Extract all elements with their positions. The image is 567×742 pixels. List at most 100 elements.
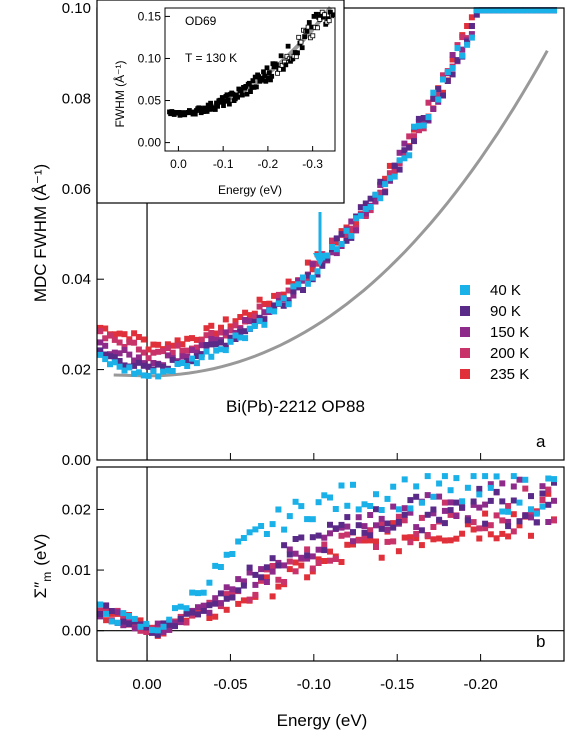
inset-data-point (295, 50, 300, 56)
data-point (435, 96, 442, 103)
data-point (348, 225, 355, 232)
data-point (401, 534, 408, 541)
inset-data-point (326, 18, 332, 24)
data-point (143, 624, 150, 631)
data-point (280, 291, 287, 298)
data-point (154, 627, 161, 634)
data-point (430, 506, 437, 513)
data-point (160, 368, 167, 375)
data-point (420, 122, 427, 129)
data-point (235, 600, 242, 607)
data-point (401, 147, 408, 154)
data-point (378, 515, 385, 522)
data-point (507, 7, 514, 14)
data-point (407, 509, 414, 516)
data-point (357, 212, 364, 219)
data-point (280, 302, 287, 309)
data-point (470, 519, 477, 526)
data-point (314, 260, 321, 267)
data-point (172, 623, 178, 630)
data-point (536, 7, 543, 14)
data-point (373, 544, 379, 550)
data-point (390, 483, 397, 490)
x-tick-label: -0.10 (297, 676, 331, 693)
data-point (391, 173, 398, 180)
data-point (499, 508, 506, 515)
data-point (263, 574, 270, 581)
data-point (551, 7, 557, 14)
data-point (510, 473, 517, 480)
panel-a-data-layer (97, 7, 557, 460)
data-point (261, 309, 268, 316)
y-tick-label: 0.02 (62, 501, 91, 518)
data-point (348, 232, 355, 239)
data-point (160, 629, 167, 635)
data-point (373, 491, 379, 498)
data-point (111, 336, 118, 343)
data-point (441, 499, 448, 506)
inset-y-axis-label: FWHM (Å⁻¹) (112, 61, 127, 128)
data-point (482, 501, 489, 508)
data-point (468, 34, 475, 41)
data-point (213, 341, 220, 348)
data-point (522, 7, 528, 14)
data-point (121, 362, 128, 369)
sigma-series-200k (97, 485, 557, 636)
data-point (126, 351, 133, 358)
data-point (174, 342, 181, 349)
data-point (353, 227, 360, 234)
data-point (459, 530, 466, 537)
data-point (516, 476, 523, 483)
data-point (304, 259, 311, 266)
inset-data-point (208, 100, 214, 106)
data-point (160, 620, 167, 627)
data-point (232, 318, 239, 325)
data-point (222, 332, 229, 339)
data-point (411, 138, 417, 145)
data-point (213, 337, 220, 344)
data-point (355, 537, 362, 544)
data-point (367, 503, 374, 509)
data-point (350, 529, 356, 536)
data-point (261, 301, 268, 307)
data-point (184, 353, 191, 360)
data-point (499, 480, 506, 487)
data-point (539, 503, 546, 510)
data-point (292, 568, 299, 575)
data-point (309, 553, 316, 560)
data-point (131, 339, 138, 346)
inset-data-point (296, 34, 302, 40)
data-point (223, 595, 230, 602)
data-point (430, 89, 437, 96)
data-point (246, 318, 253, 325)
legend-label: 90 K (490, 303, 521, 320)
data-point (468, 14, 475, 21)
inset-data-layer (167, 6, 336, 118)
inset-y-tick-label: 0.10 (138, 51, 162, 65)
data-point (193, 349, 200, 356)
panel-a-label: a (536, 432, 546, 451)
data-point (425, 99, 432, 106)
data-point (304, 555, 311, 562)
data-point (464, 23, 471, 29)
data-point (483, 7, 490, 14)
data-point (430, 493, 437, 500)
data-point (160, 364, 167, 370)
data-point (382, 175, 389, 182)
data-point (140, 349, 147, 356)
data-point (344, 514, 351, 521)
data-point (424, 511, 431, 518)
data-point (350, 541, 356, 548)
data-point (329, 237, 335, 244)
data-point (391, 162, 398, 169)
data-point (102, 351, 109, 358)
panel-b-y-label-sigma: Σ″ (31, 582, 50, 599)
data-point (97, 607, 104, 614)
data-point (430, 536, 437, 543)
data-point (551, 517, 557, 524)
data-point (212, 613, 219, 620)
data-point (164, 352, 171, 359)
data-point (164, 341, 171, 348)
data-point (114, 619, 121, 626)
data-point (108, 618, 115, 625)
